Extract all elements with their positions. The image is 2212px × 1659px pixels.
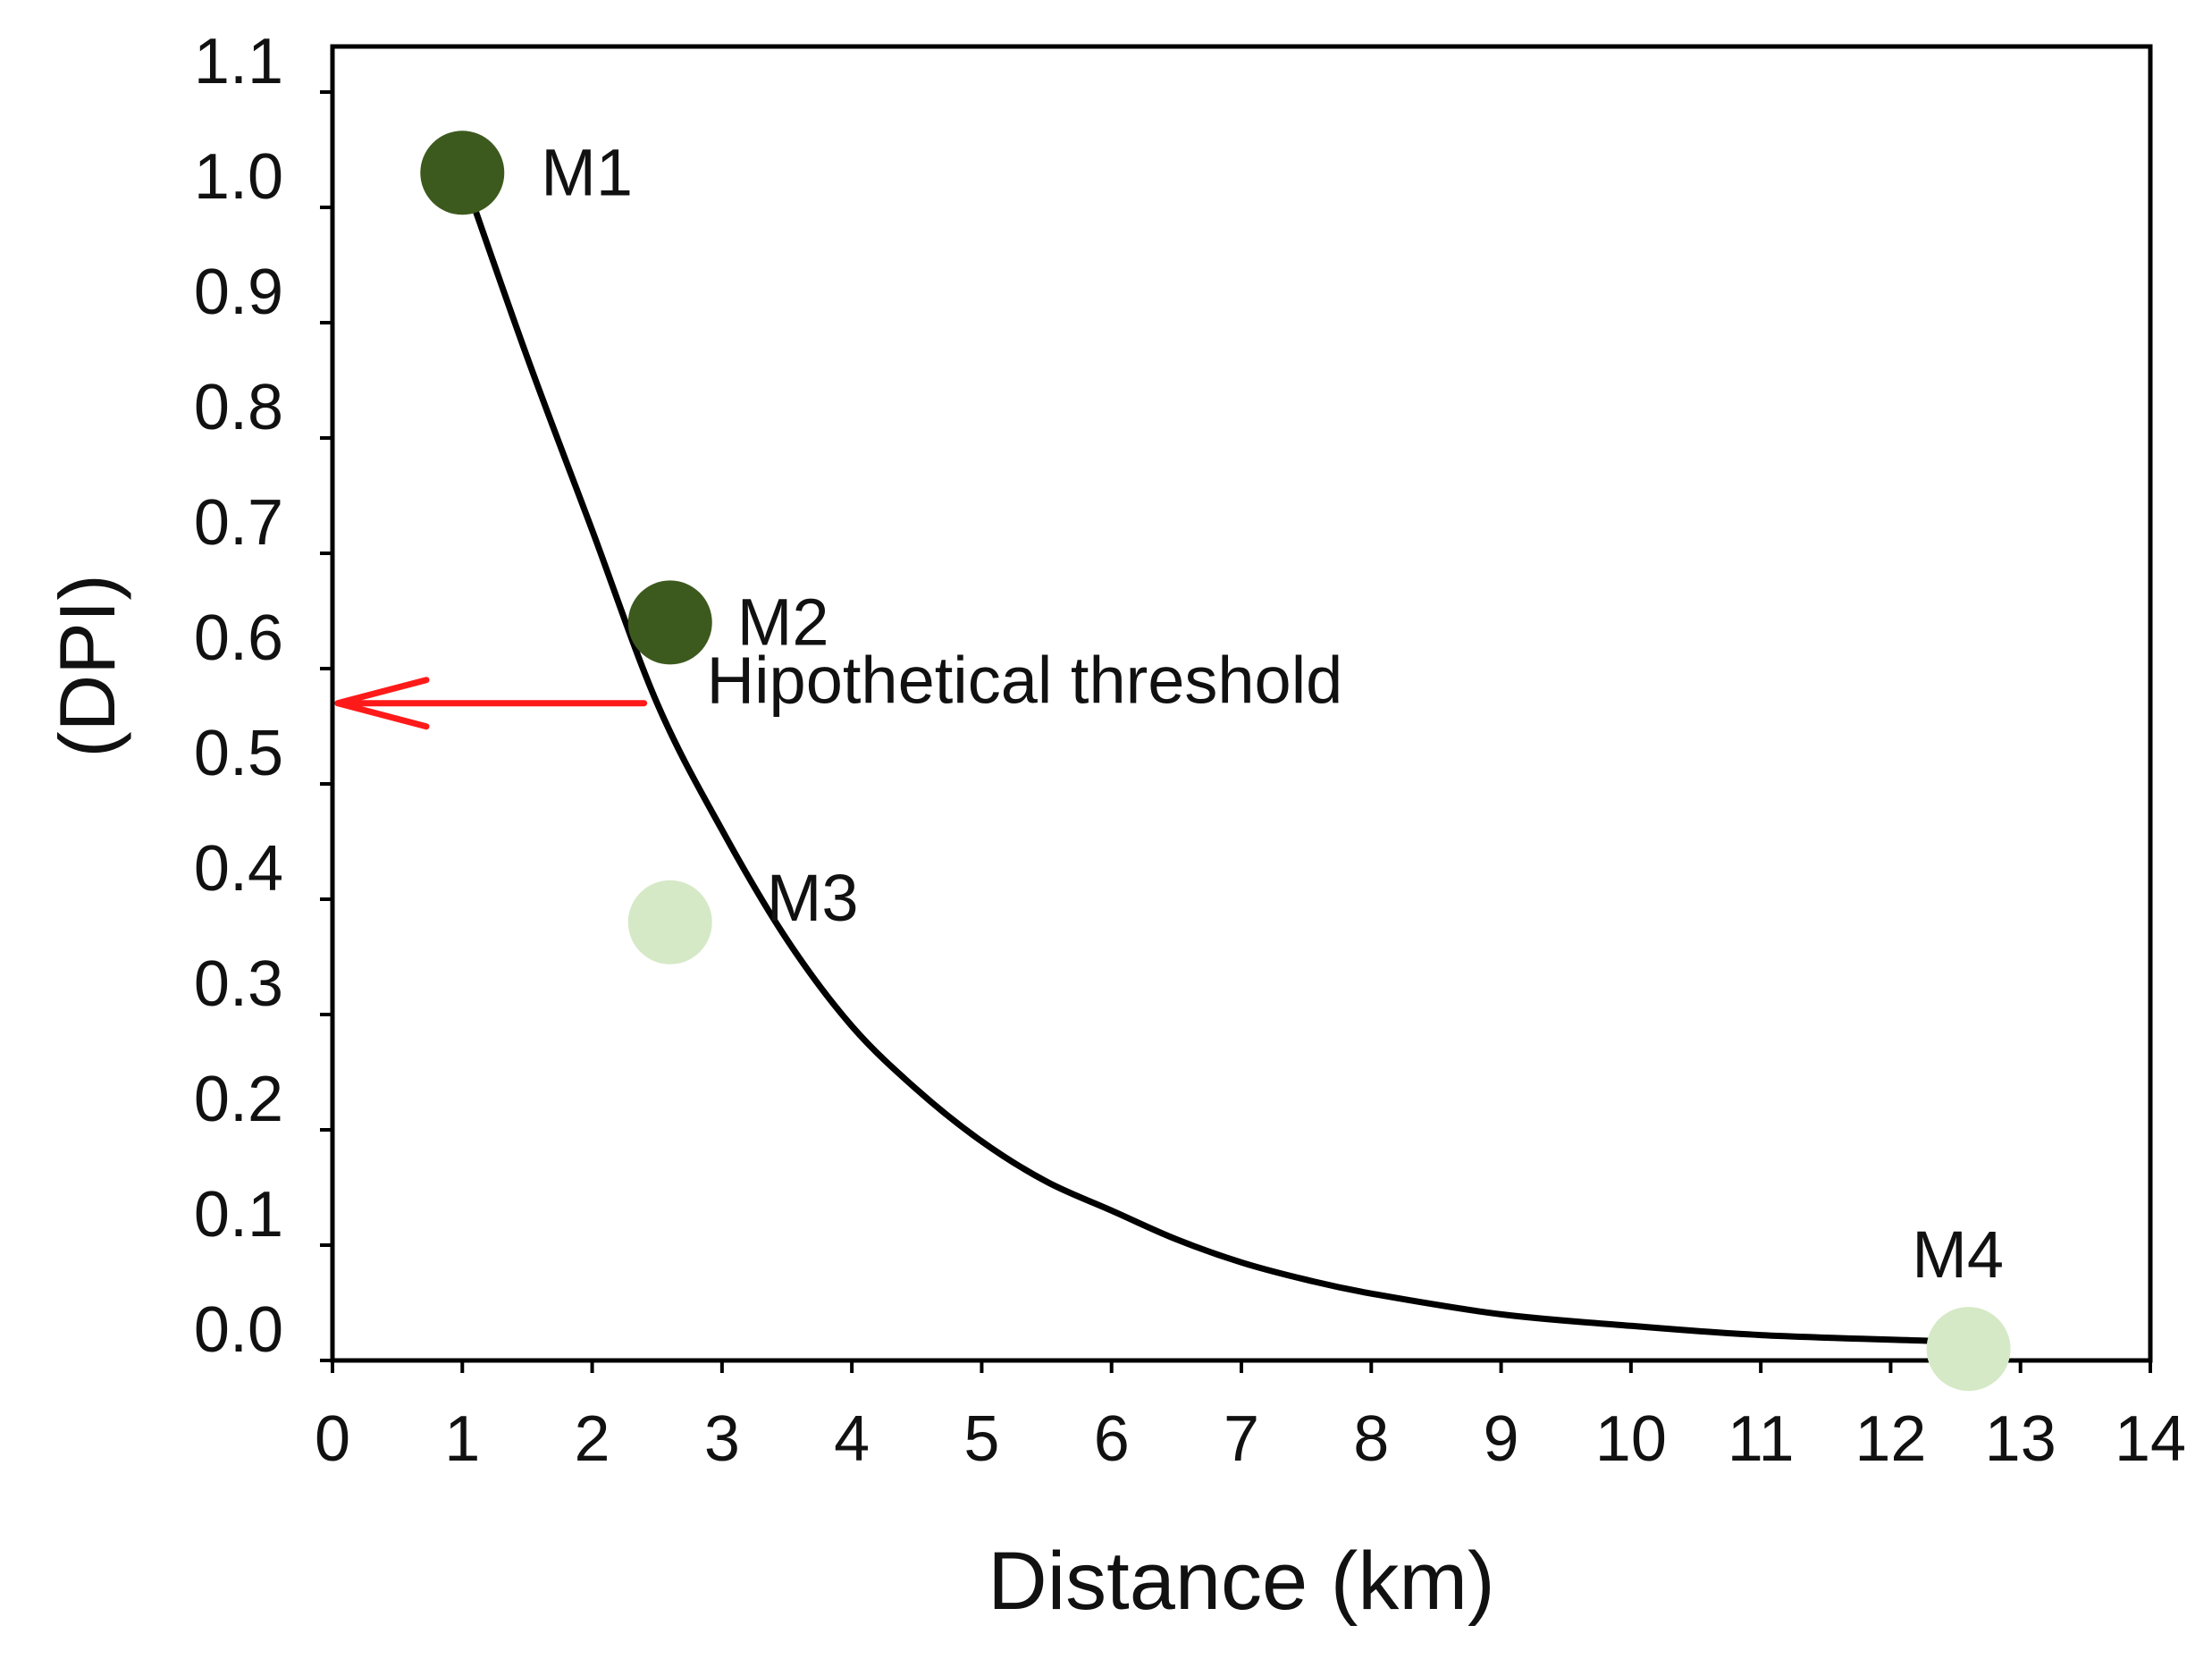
x-tick-label: 7 (1224, 1403, 1259, 1475)
x-tick-label: 2 (575, 1403, 610, 1475)
x-axis-label: Distance (km) (988, 1536, 1494, 1627)
threshold-label: Hipothetical threshold (707, 644, 1343, 718)
y-axis-label: (DPI) (43, 574, 131, 757)
fit-curve-layer (458, 169, 1933, 1344)
data-point-label-m3: M3 (767, 861, 859, 935)
x-tick-label: 14 (2115, 1403, 2186, 1475)
y-tick-label: 1.1 (194, 26, 283, 97)
threshold-arrow-head (334, 677, 430, 730)
y-tick-label: 0.1 (194, 1179, 283, 1251)
data-point-label-m1: M1 (541, 135, 633, 209)
data-point-m1 (420, 131, 505, 215)
data-points-layer: M1 M2 M3 M4 (420, 131, 2011, 1392)
axis-ticks-layer: 0 1 2 3 4 5 6 7 8 9 10 11 12 13 140.00.10.20.30.40.50.… (194, 26, 2186, 1475)
x-tick-label: 9 (1484, 1403, 1519, 1475)
y-tick-label: 0.2 (194, 1064, 283, 1135)
x-tick-label: 11 (1728, 1403, 1795, 1475)
y-tick-label: 0.8 (194, 372, 283, 443)
data-point-label-m4: M4 (1912, 1217, 2004, 1292)
y-tick-label: 0.7 (194, 487, 283, 559)
y-tick-label: 0.0 (194, 1294, 283, 1366)
y-tick-label: 0.5 (194, 718, 283, 789)
x-tick-label: 3 (704, 1403, 740, 1475)
annotation-layer: Hipothetical threshold (334, 644, 1343, 730)
x-tick-label: 4 (834, 1403, 870, 1475)
y-tick-label: 0.3 (194, 948, 283, 1020)
x-tick-label: 5 (963, 1403, 999, 1475)
fit-curve-line (458, 169, 1933, 1344)
y-tick-label: 0.6 (194, 602, 283, 674)
x-tick-label: 0 (315, 1403, 350, 1475)
data-point-m4 (1926, 1307, 2011, 1392)
x-tick-label: 10 (1595, 1403, 1667, 1475)
x-tick-label: 13 (1985, 1403, 2056, 1475)
data-point-label-m2: M2 (737, 585, 829, 659)
x-tick-label: 6 (1094, 1403, 1130, 1475)
data-point-m3 (627, 880, 712, 964)
data-point-m2 (627, 580, 712, 665)
x-tick-label: 8 (1353, 1403, 1389, 1475)
y-tick-label: 1.0 (194, 141, 283, 213)
y-tick-label: 0.9 (194, 257, 283, 328)
x-tick-label: 12 (1855, 1403, 1926, 1475)
y-tick-label: 0.4 (194, 833, 283, 905)
x-tick-label: 1 (444, 1403, 480, 1475)
